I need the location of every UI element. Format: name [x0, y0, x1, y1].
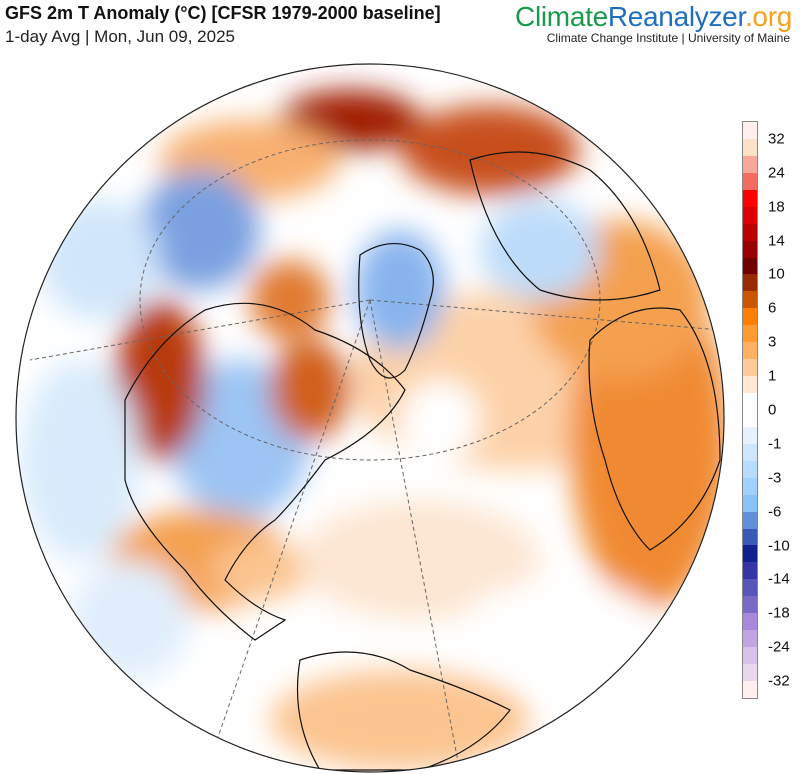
- anomaly-region: [250, 260, 330, 340]
- colorbar-label: 0: [768, 401, 777, 419]
- brand-logo[interactable]: ClimateReanalyzer.org: [515, 1, 792, 33]
- colorbar-segment: [743, 664, 757, 681]
- colorbar-segment: [743, 443, 757, 461]
- colorbar-label: 10: [768, 265, 785, 283]
- colorbar-label: 3: [768, 333, 777, 351]
- colorbar-label: -3: [768, 469, 782, 487]
- anomaly-region: [480, 200, 600, 300]
- anomaly-region: [270, 340, 350, 440]
- colorbar-label: -6: [768, 503, 782, 521]
- colorbar-segment: [743, 172, 757, 190]
- colorbar-segment: [743, 206, 757, 224]
- colorbar-segment: [743, 579, 757, 597]
- colorbar-segment: [743, 291, 757, 309]
- colorbar-segment: [743, 545, 757, 563]
- colorbar-segment: [743, 647, 757, 664]
- brand-part3: .org: [744, 1, 792, 32]
- colorbar-segment: [743, 257, 757, 275]
- colorbar-segment: [743, 596, 757, 614]
- colorbar-label: -24: [768, 638, 790, 656]
- anomaly-region: [355, 230, 445, 350]
- anomaly-globe-map: [15, 63, 725, 773]
- colorbar-label: 14: [768, 232, 785, 250]
- colorbar-segment: [743, 122, 757, 139]
- colorbar-segment: [743, 308, 757, 326]
- anomaly-region: [140, 170, 260, 290]
- anomaly-region: [20, 360, 140, 560]
- colorbar-segment: [743, 342, 757, 360]
- colorbar-segment: [743, 325, 757, 343]
- colorbar-segment: [743, 562, 757, 580]
- colorbar-segment: [743, 409, 757, 427]
- anomaly-region: [270, 670, 530, 770]
- colorbar: [742, 121, 758, 699]
- globe-outline: [15, 63, 725, 773]
- colorbar-label: -14: [768, 570, 790, 588]
- colorbar-segment: [743, 155, 757, 173]
- colorbar-segment: [743, 189, 757, 207]
- anomaly-region: [300, 500, 540, 620]
- colorbar-segment: [743, 494, 757, 512]
- anomaly-region: [40, 200, 160, 320]
- anomaly-region: [460, 580, 660, 680]
- colorbar-segment: [743, 680, 757, 698]
- colorbar-label: 6: [768, 299, 777, 317]
- coastlines: [124, 151, 721, 771]
- colorbar-segment: [743, 274, 757, 292]
- colorbar-segment: [743, 460, 757, 478]
- colorbar-label: -32: [768, 672, 790, 690]
- colorbar-segment: [743, 223, 757, 241]
- colorbar-label: 1: [768, 367, 777, 385]
- colorbar-segment: [743, 630, 757, 648]
- colorbar-segment: [743, 426, 757, 444]
- colorbar-segment: [743, 613, 757, 631]
- anomaly-region: [115, 300, 205, 460]
- colorbar-segment: [743, 240, 757, 258]
- colorbar-segment: [743, 511, 757, 529]
- colorbar-label: -18: [768, 604, 790, 622]
- colorbar-label: 24: [768, 164, 785, 182]
- brand-part2: Reanalyzer: [607, 1, 745, 32]
- colorbar-label: -10: [768, 537, 790, 554]
- colorbar-segment: [743, 359, 757, 377]
- anomaly-region: [70, 560, 190, 680]
- anomaly-region: [400, 380, 480, 460]
- anomaly-region: [210, 540, 310, 600]
- map-subtitle: 1-day Avg | Mon, Jun 09, 2025: [5, 27, 235, 46]
- brand-part1: Climate: [515, 1, 608, 32]
- colorbar-label: 32: [768, 130, 785, 148]
- colorbar-label: 18: [768, 198, 785, 216]
- colorbar-segment: [743, 528, 757, 546]
- colorbar-segment: [743, 138, 757, 156]
- colorbar-segment: [743, 477, 757, 495]
- colorbar-segment: [743, 393, 757, 410]
- colorbar-label: -1: [768, 435, 782, 453]
- anomaly-region: [400, 105, 580, 195]
- map-title: GFS 2m T Anomaly (°C) [CFSR 1979-2000 ba…: [5, 3, 441, 23]
- institution-label: Climate Change Institute | University of…: [546, 31, 790, 45]
- colorbar-segment: [743, 376, 757, 393]
